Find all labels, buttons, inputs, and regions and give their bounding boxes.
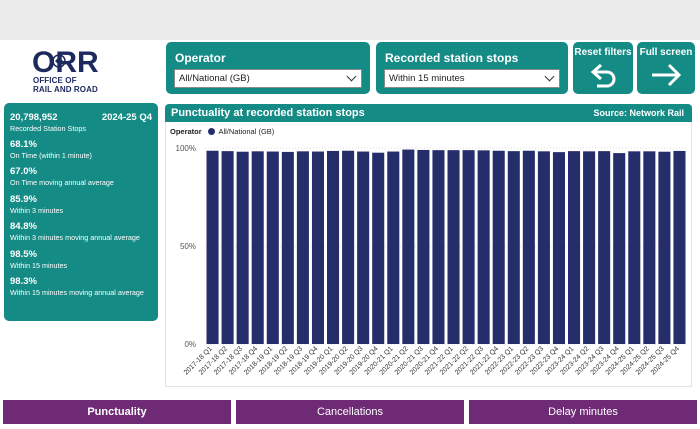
stat-label-15min: Within 15 minutes: [10, 261, 68, 270]
y-tick-label: 100%: [176, 144, 196, 153]
stat-value-15min-maa: 98.3%: [10, 276, 37, 287]
stops-select[interactable]: Within 15 minutes: [384, 69, 560, 88]
tab-punctuality[interactable]: Punctuality: [3, 400, 231, 424]
bar[interactable]: [673, 150, 686, 344]
bar[interactable]: [537, 151, 550, 344]
stat-label-3min: Within 3 minutes: [10, 206, 64, 215]
chart-title: Punctuality at recorded station stops: [171, 107, 365, 119]
reset-filters-button[interactable]: Reset filters: [573, 42, 633, 94]
bar[interactable]: [402, 149, 415, 344]
recorded-stops-count: 20,798,952: [10, 112, 58, 123]
bar[interactable]: [522, 150, 535, 344]
stat-label-on-time-maa: On Time moving annual average: [10, 178, 114, 187]
bar[interactable]: [477, 150, 490, 344]
bar[interactable]: [221, 151, 234, 344]
stat-label-on-time: On Time (within 1 minute): [10, 151, 92, 160]
legend-dot: [207, 128, 215, 135]
operator-filter: Operator All/National (GB): [166, 42, 370, 94]
bar[interactable]: [266, 151, 279, 344]
y-tick-label: 50%: [180, 242, 196, 251]
reset-filters-label: Reset filters: [574, 47, 632, 58]
bar[interactable]: [658, 151, 671, 344]
logo-line-2: RAIL AND ROAD: [33, 85, 98, 94]
tab-cancellations[interactable]: Cancellations: [236, 400, 464, 424]
bar[interactable]: [236, 151, 249, 344]
stat-value-15min: 98.5%: [10, 249, 37, 260]
bar[interactable]: [598, 151, 611, 344]
operator-filter-title: Operator: [175, 51, 226, 65]
undo-arrow-icon: [590, 63, 616, 88]
arrow-right-icon: [652, 63, 682, 87]
legend-title: Operator: [170, 127, 202, 136]
bar[interactable]: [447, 150, 460, 344]
bar[interactable]: [432, 150, 445, 344]
chart-header: Punctuality at recorded station stops So…: [165, 104, 692, 122]
chart-source: Source: Network Rail: [593, 108, 684, 118]
stops-select-value: Within 15 minutes: [389, 73, 465, 84]
bar[interactable]: [568, 151, 581, 344]
chart-legend: Operator All/National (GB): [170, 127, 274, 136]
bar[interactable]: [327, 150, 340, 344]
recorded-stops-label: Recorded Station Stops: [10, 124, 86, 133]
bar[interactable]: [507, 151, 520, 344]
bar[interactable]: [492, 150, 505, 344]
bar[interactable]: [357, 151, 370, 344]
tab-delay-minutes[interactable]: Delay minutes: [469, 400, 697, 424]
orr-logo: ORR: [30, 44, 110, 94]
stat-label-3min-maa: Within 3 minutes moving annual average: [10, 233, 140, 242]
stat-value-on-time: 68.1%: [10, 139, 37, 150]
bar[interactable]: [311, 151, 324, 344]
summary-stats-panel: 20,798,952 2024-25 Q4 Recorded Station S…: [4, 103, 158, 321]
bar[interactable]: [583, 151, 596, 344]
bar[interactable]: [281, 151, 294, 344]
bar[interactable]: [372, 152, 385, 344]
stat-value-3min-maa: 84.8%: [10, 221, 37, 232]
stops-filter-title: Recorded station stops: [385, 51, 519, 65]
bar[interactable]: [206, 150, 219, 344]
bar[interactable]: [342, 150, 355, 344]
stat-label-15min-maa: Within 15 minutes moving annual average: [10, 288, 144, 297]
operator-select-value: All/National (GB): [179, 73, 250, 84]
stat-value-3min: 85.9%: [10, 194, 37, 205]
chevron-down-icon: [346, 71, 357, 82]
operator-select[interactable]: All/National (GB): [174, 69, 362, 88]
stops-filter: Recorded station stops Within 15 minutes: [376, 42, 568, 94]
top-bar: [0, 0, 700, 40]
bar[interactable]: [251, 151, 264, 344]
bar[interactable]: [296, 151, 309, 344]
logo-text: OFFICE OF RAIL AND ROAD: [33, 76, 98, 94]
bar[interactable]: [628, 151, 641, 344]
bar[interactable]: [643, 151, 656, 344]
stat-value-on-time-maa: 67.0%: [10, 166, 37, 177]
logo-line-1: OFFICE OF: [33, 76, 77, 85]
chevron-down-icon: [544, 71, 555, 82]
legend-entry: All/National (GB): [218, 127, 275, 136]
stats-period: 2024-25 Q4: [101, 112, 152, 123]
bar[interactable]: [462, 150, 475, 344]
y-tick-label: 0%: [184, 340, 196, 349]
bar[interactable]: [417, 149, 430, 344]
bar[interactable]: [613, 153, 626, 344]
bar[interactable]: [552, 152, 565, 344]
bar[interactable]: [387, 151, 400, 344]
full-screen-label: Full screen: [639, 47, 693, 58]
full-screen-button[interactable]: Full screen: [637, 42, 695, 94]
